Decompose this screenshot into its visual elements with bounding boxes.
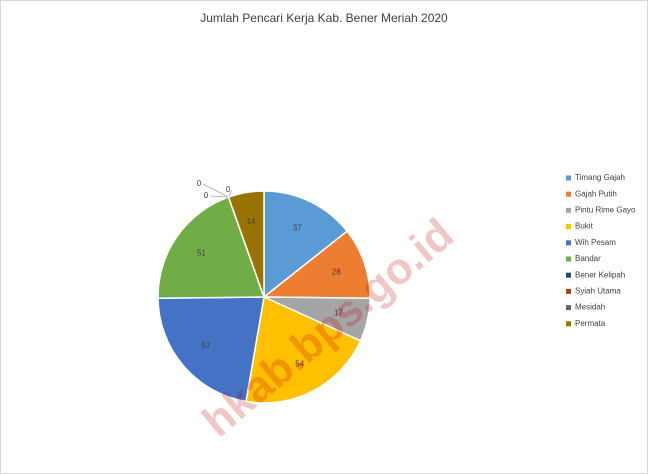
data-label: 0 [197,179,202,188]
legend-swatch [566,175,571,181]
legend-label: Wih Pesam [575,238,616,247]
legend-label: Bandar [575,254,601,263]
legend-swatch [566,272,571,278]
legend-label: Bener Kelipah [575,270,625,279]
legend-label: Permata [575,319,606,328]
pie-slice [245,295,362,404]
pie-slice [263,190,349,299]
data-label: 14 [247,217,256,226]
legend-swatch [566,305,571,311]
legend-label: Syiah Utama [575,287,621,296]
data-label: 51 [197,248,206,257]
legend-swatch [566,224,571,230]
legend-swatch [566,288,571,294]
pie-slice [157,296,265,403]
data-label: 17 [334,309,343,318]
legend-swatch [566,321,571,327]
legend-label: Timang Gajah [575,173,625,182]
data-label: 54 [295,360,304,369]
legend: Timang Gajah Gajah Putih Pintu Rime Gayo Bu… [566,173,636,328]
leader-line [228,189,233,198]
legend-swatch [566,240,571,246]
data-label: 0 [226,185,231,194]
pie-slice [261,230,371,300]
leader-line [202,183,229,198]
pie-slice [227,190,265,298]
data-label: 0 [204,191,209,200]
legend-label: Bukit [575,222,594,231]
chart-title: Jumlah Pencari Kerja Kab. Bener Meriah 2… [200,11,448,25]
legend-swatch [566,207,571,213]
data-label: 28 [332,267,341,276]
data-label: 57 [201,342,210,351]
legend-label: Gajah Putih [575,189,617,198]
legend-label: Mesidah [575,303,605,312]
legend-swatch [566,191,571,197]
legend-swatch [566,256,571,262]
data-label: 37 [293,223,302,232]
leader-line [209,195,229,198]
legend-label: Pintu Rime Gayo [575,206,636,215]
